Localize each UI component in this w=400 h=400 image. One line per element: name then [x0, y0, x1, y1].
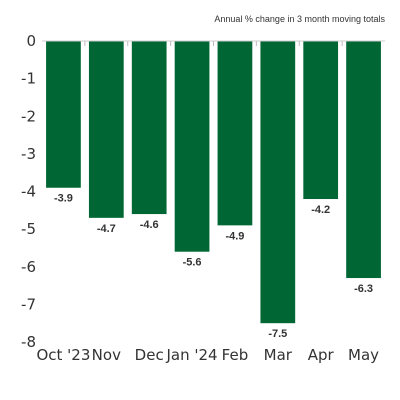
- y-tick-label: -5: [21, 220, 36, 238]
- x-tick-label: Mar: [264, 346, 293, 364]
- x-tick-label: Apr: [308, 346, 335, 364]
- y-tick-label: -8: [21, 333, 36, 351]
- bar: [88, 41, 124, 218]
- x-axis: Oct '23 Nov Dec Jan '24 Feb Mar Apr May: [36, 346, 379, 364]
- bar: [346, 41, 381, 279]
- chart-subtitle: Annual % change in 3 month moving totals: [214, 14, 385, 24]
- y-tick-label: -3: [21, 145, 36, 163]
- x-tick-label: May: [348, 346, 379, 364]
- data-label: -5.6: [183, 257, 202, 269]
- y-tick-label: 0: [26, 32, 36, 50]
- y-tick-label: -7: [21, 295, 36, 313]
- data-label: -4.2: [311, 204, 330, 216]
- bar: [46, 41, 81, 188]
- bars: [46, 41, 381, 324]
- data-label: -4.9: [225, 230, 244, 242]
- x-tick-label: Jan '24: [166, 346, 218, 364]
- bar: [260, 41, 296, 324]
- x-tick-label: Feb: [222, 346, 249, 364]
- bar: [174, 41, 210, 252]
- data-label: -4.6: [140, 219, 159, 231]
- bar: [217, 41, 253, 226]
- x-tick-label: Nov: [92, 346, 121, 364]
- data-label: -6.3: [354, 283, 373, 295]
- y-tick-label: -4: [21, 183, 36, 201]
- bar: [303, 41, 339, 200]
- y-tick-label: -2: [21, 107, 36, 125]
- bar: [131, 41, 167, 215]
- data-label: -3.9: [54, 193, 73, 205]
- x-tick-label: Dec: [135, 346, 164, 364]
- data-label: -4.7: [97, 223, 116, 235]
- x-tick-label: Oct '23: [36, 346, 90, 364]
- y-axis: 0 -1 -2 -3 -4 -5 -6 -7 -8: [21, 32, 36, 351]
- y-tick-label: -6: [21, 258, 36, 276]
- y-tick-label: -1: [21, 70, 36, 88]
- data-label: -7.5: [268, 328, 287, 340]
- data-labels: -3.9 -4.7 -4.6 -5.6 -4.9 -7.5 -4.2 -6.3: [54, 193, 373, 340]
